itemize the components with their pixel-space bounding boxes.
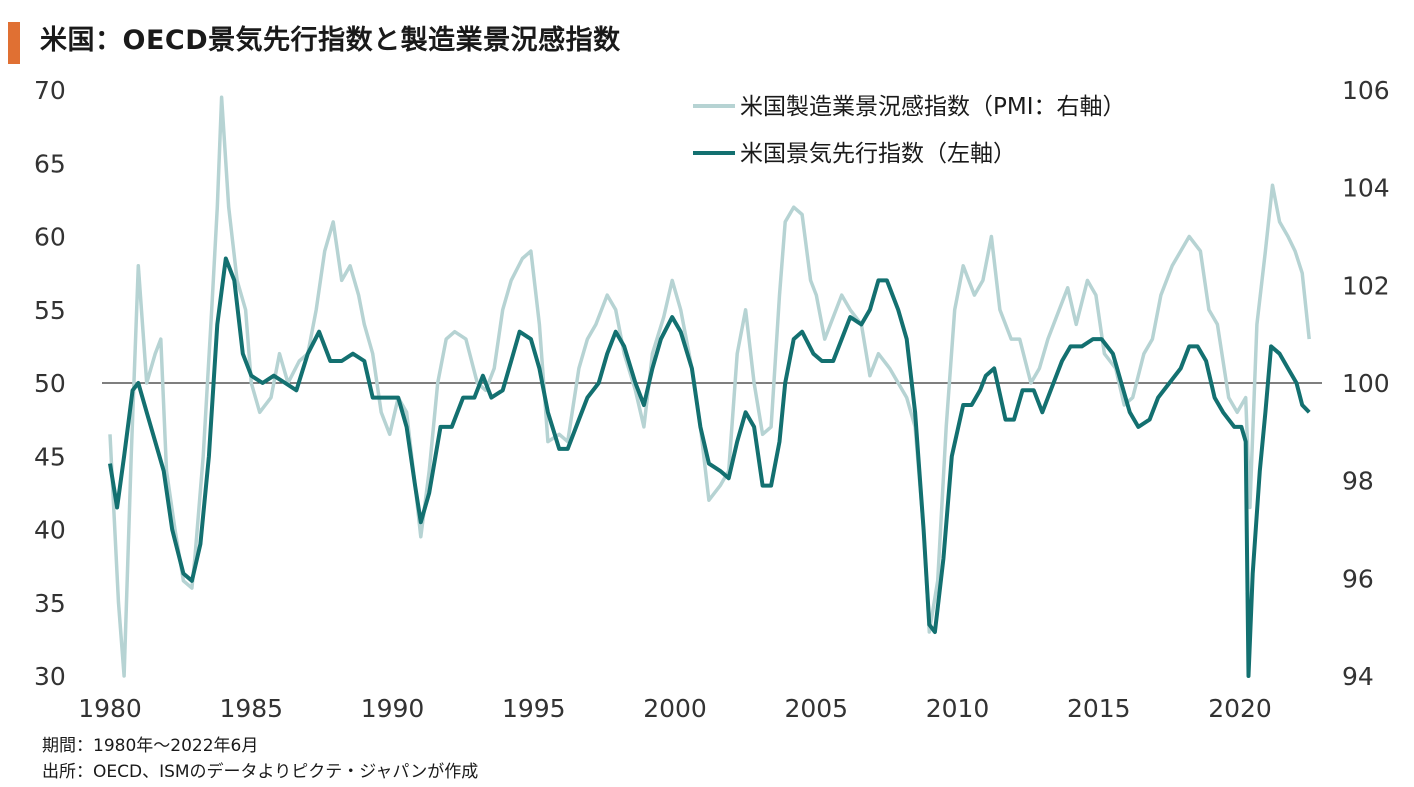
left-tick-30: 30 xyxy=(34,662,66,691)
x-tick-1995: 1995 xyxy=(502,694,566,723)
left-tick-35: 35 xyxy=(34,589,66,618)
x-tick-1990: 1990 xyxy=(361,694,425,723)
legend-label-cli: 米国景気先行指数（左軸） xyxy=(740,141,1016,167)
series-line-cli xyxy=(108,256,1311,678)
x-axis-ticks: 1980 1985 1990 1995 2000 2005 2010 2015 2020 xyxy=(78,694,1272,723)
left-tick-45: 45 xyxy=(34,442,66,471)
left-tick-65: 65 xyxy=(34,149,66,178)
x-tick-2015: 2015 xyxy=(1067,694,1131,723)
source-note: 出所：OECD、ISMのデータよりピクテ・ジャパンが作成 xyxy=(42,762,479,782)
x-tick-2000: 2000 xyxy=(643,694,707,723)
period-note: 期間：1980年～2022年6月 xyxy=(42,736,259,756)
x-tick-2020: 2020 xyxy=(1208,694,1272,723)
right-tick-94: 94 xyxy=(1342,662,1374,691)
right-tick-96: 96 xyxy=(1342,564,1374,593)
right-axis-ticks: 94 96 98 100 102 104 106 xyxy=(1342,76,1390,691)
right-tick-106: 106 xyxy=(1342,76,1390,105)
left-tick-50: 50 xyxy=(34,369,66,398)
x-tick-2005: 2005 xyxy=(784,694,848,723)
legend-label-pmi: 米国製造業景況感指数（PMI：右軸） xyxy=(740,94,1126,120)
right-tick-100: 100 xyxy=(1342,369,1390,398)
left-axis-ticks: 30 35 40 45 50 55 60 65 70 xyxy=(34,76,66,691)
x-tick-1980: 1980 xyxy=(78,694,142,723)
right-tick-104: 104 xyxy=(1342,174,1390,203)
right-tick-98: 98 xyxy=(1342,467,1374,496)
left-tick-60: 60 xyxy=(34,223,66,252)
chart-title: 米国：OECD景気先行指数と製造業景況感指数 xyxy=(40,25,621,56)
x-tick-1985: 1985 xyxy=(219,694,283,723)
left-tick-70: 70 xyxy=(34,76,66,105)
title-accent-bar xyxy=(8,22,20,64)
left-tick-40: 40 xyxy=(34,516,66,545)
right-tick-102: 102 xyxy=(1342,271,1390,300)
left-tick-55: 55 xyxy=(34,296,66,325)
x-tick-2010: 2010 xyxy=(926,694,990,723)
legend: 米国製造業景況感指数（PMI：右軸） 米国景気先行指数（左軸） xyxy=(693,94,1126,167)
